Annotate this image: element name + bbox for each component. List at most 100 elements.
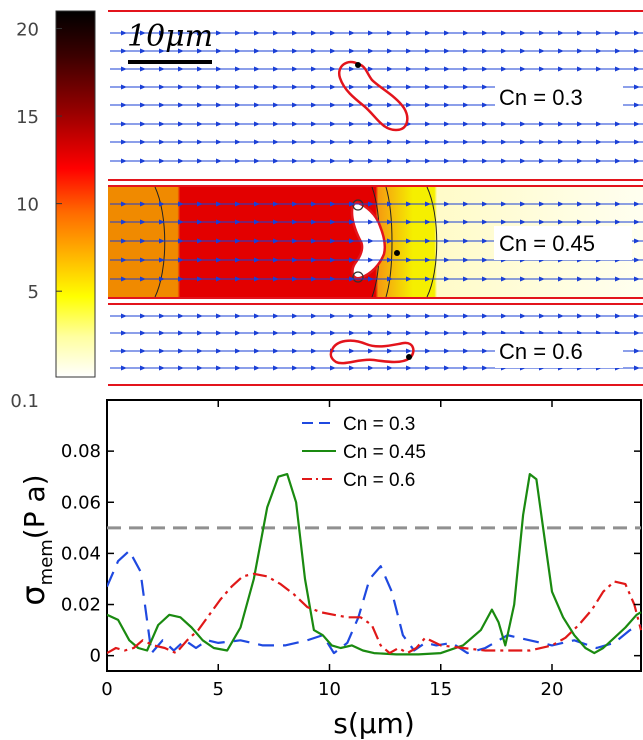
legend-label-cn-0.6: Cn = 0.6 xyxy=(343,470,415,491)
flow-arrow xyxy=(311,201,317,207)
flow-arrow xyxy=(463,66,469,72)
flow-arrow xyxy=(406,365,412,371)
flow-arrow xyxy=(273,84,279,90)
flow-arrow xyxy=(121,66,127,72)
flow-arrow xyxy=(387,257,393,263)
flow-arrow xyxy=(634,139,640,145)
flow-arrow xyxy=(140,121,146,127)
flow-arrow xyxy=(140,66,146,72)
flow-arrow xyxy=(634,158,640,164)
flow-arrow xyxy=(254,139,260,145)
flow-arrow xyxy=(482,158,488,164)
flow-arrow xyxy=(482,313,488,319)
flow-arrow xyxy=(292,102,298,108)
flow-arrow xyxy=(254,66,260,72)
x-tick-label: 0 xyxy=(101,679,112,700)
flow-arrow xyxy=(539,30,545,36)
flow-arrow xyxy=(197,365,203,371)
flow-arrow xyxy=(216,330,222,336)
flow-arrow xyxy=(539,219,545,225)
flow-arrow xyxy=(463,330,469,336)
flow-arrow xyxy=(406,348,412,354)
flow-arrow xyxy=(406,139,412,145)
flow-arrow xyxy=(501,313,507,319)
flow-arrow xyxy=(425,121,431,127)
flow-arrow xyxy=(178,365,184,371)
flow-arrow xyxy=(235,238,241,244)
flow-arrow xyxy=(311,102,317,108)
flow-arrow xyxy=(330,313,336,319)
flow-arrow xyxy=(121,257,127,263)
membrane-marker-dot xyxy=(406,354,412,360)
flow-arrow xyxy=(178,30,184,36)
flow-arrow xyxy=(197,201,203,207)
flow-arrow xyxy=(615,66,621,72)
flow-arrow xyxy=(349,219,355,225)
plot-frame xyxy=(106,399,642,672)
red-blood-cell-outline xyxy=(329,339,415,365)
flow-arrow xyxy=(501,139,507,145)
flow-arrow xyxy=(387,330,393,336)
flow-arrow xyxy=(197,276,203,282)
flow-arrow xyxy=(406,313,412,319)
flow-arrow xyxy=(387,121,393,127)
flow-arrow xyxy=(292,121,298,127)
flow-arrow xyxy=(292,66,298,72)
flow-arrow xyxy=(596,313,602,319)
flow-arrow xyxy=(387,30,393,36)
membrane-marker-ring xyxy=(352,271,364,283)
flow-arrow xyxy=(482,139,488,145)
flow-arrow xyxy=(254,158,260,164)
flow-arrow xyxy=(444,201,450,207)
flow-arrow xyxy=(216,348,222,354)
flow-arrow xyxy=(216,84,222,90)
flow-arrow xyxy=(463,257,469,263)
flow-arrow xyxy=(615,30,621,36)
flow-arrow xyxy=(349,238,355,244)
series-line-2 xyxy=(107,572,643,655)
flow-arrow xyxy=(406,276,412,282)
flow-arrow xyxy=(159,158,165,164)
flow-arrow xyxy=(140,330,146,336)
flow-arrow xyxy=(387,139,393,145)
flow-arrow xyxy=(425,102,431,108)
flow-arrow xyxy=(634,313,640,319)
flow-arrow xyxy=(539,276,545,282)
flow-arrow xyxy=(634,257,640,263)
flow-arrow xyxy=(615,219,621,225)
flow-arrow xyxy=(197,313,203,319)
flow-arrow xyxy=(292,84,298,90)
flow-arrow xyxy=(425,365,431,371)
flow-arrow xyxy=(577,201,583,207)
flow-arrow xyxy=(406,48,412,54)
flow-arrow xyxy=(235,330,241,336)
flow-arrow xyxy=(235,158,241,164)
flow-arrow xyxy=(330,158,336,164)
flow-arrow xyxy=(425,330,431,336)
flow-arrow xyxy=(482,48,488,54)
legend-label-cn-0.3: Cn = 0.3 xyxy=(343,414,415,435)
membrane-stress-chart: 0 5 10 15 20 0 0.02 0.04 0.06 0.08 Cn = 0.3 Cn = … xyxy=(14,399,643,740)
flow-arrow xyxy=(577,313,583,319)
flow-arrow xyxy=(634,84,640,90)
flow-arrow xyxy=(197,348,203,354)
flow-arrow xyxy=(520,48,526,54)
y-axis-label: σmem(P a) xyxy=(14,474,57,605)
flow-arrow xyxy=(159,48,165,54)
flow-arrow xyxy=(444,276,450,282)
flow-arrow xyxy=(558,121,564,127)
flow-arrow xyxy=(482,365,488,371)
flow-arrow xyxy=(121,30,127,36)
flow-arrow xyxy=(634,276,640,282)
flow-arrow xyxy=(235,365,241,371)
flow-arrow xyxy=(558,30,564,36)
flow-arrow xyxy=(311,121,317,127)
flow-arrow xyxy=(273,102,279,108)
flow-arrow xyxy=(444,84,450,90)
flow-arrow xyxy=(539,139,545,145)
flow-arrow xyxy=(311,48,317,54)
flow-arrow xyxy=(254,30,260,36)
flow-arrow xyxy=(216,139,222,145)
flow-arrow xyxy=(216,257,222,263)
flow-arrow xyxy=(235,30,241,36)
